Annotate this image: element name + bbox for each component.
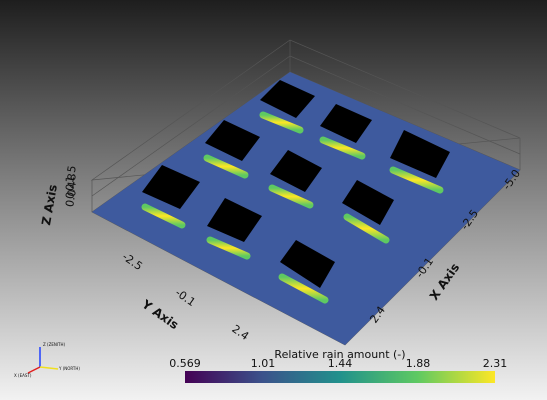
colorbar-tick-label: 2.31 (483, 357, 508, 370)
colorbar-tick-label: 1.88 (406, 357, 431, 370)
triad-label: X (EAST) (14, 373, 32, 378)
rain-stripes (141, 111, 444, 304)
triad-label: Z (ZENITH) (43, 342, 65, 347)
triad-label: Y (NORTH) (58, 366, 80, 371)
z-tick-label: 0.0 (63, 189, 79, 208)
colorbar (185, 371, 495, 383)
panels (142, 80, 450, 288)
orientation-triad: Z (ZENITH) X (EAST) Y (NORTH) (14, 342, 80, 378)
colorbar-tick-label: 0.569 (169, 357, 201, 370)
colorbar-tick-label: 1.01 (251, 357, 276, 370)
z-tick-label: 1.5 (63, 165, 79, 184)
z-tick-label: 0.8 (63, 173, 79, 192)
z-tick-label: 0.4 (63, 181, 79, 200)
colorbar-title: Relative rain amount (-) (274, 348, 405, 361)
colorbar-tick-label: 1.44 (328, 357, 353, 370)
